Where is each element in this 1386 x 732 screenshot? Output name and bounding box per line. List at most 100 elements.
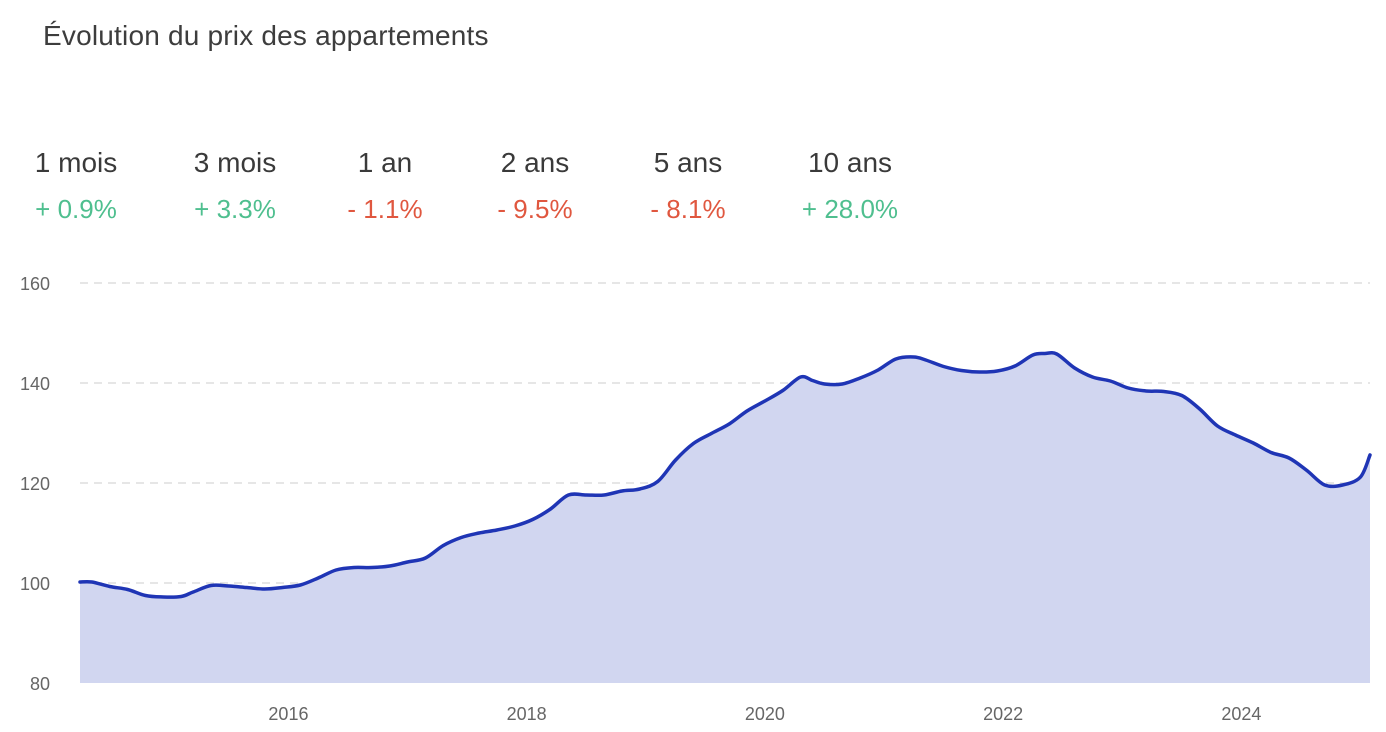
data-point <box>352 566 356 569</box>
stat-value: + 3.3% <box>194 194 276 224</box>
x-tick-label: 2024 <box>1221 704 1261 724</box>
data-point <box>245 586 249 589</box>
data-point <box>638 487 642 491</box>
data-point <box>691 442 695 445</box>
data-point <box>1216 424 1219 428</box>
data-point <box>1043 352 1047 355</box>
data-point <box>959 369 963 372</box>
data-point <box>549 507 552 511</box>
stat-label: 1 mois <box>34 147 118 178</box>
data-point <box>620 489 624 493</box>
y-tick-label: 100 <box>20 574 50 594</box>
data-point <box>1180 394 1184 397</box>
stat-value: - 9.5% <box>497 194 573 224</box>
data-point <box>1269 451 1273 454</box>
data-point <box>126 588 130 591</box>
data-point <box>1359 475 1362 479</box>
x-axis-ticks: 2016 2018 2020 2022 2024 <box>268 704 1261 724</box>
data-point <box>840 382 844 386</box>
data-point <box>942 365 946 368</box>
x-tick-label: 2018 <box>507 704 547 724</box>
data-point <box>459 536 463 539</box>
data-point <box>781 389 785 392</box>
data-point <box>1144 389 1148 393</box>
stat-value: + 0.9% <box>35 194 117 224</box>
stat-1-year: 1 an - 1.1% <box>305 146 465 226</box>
data-point <box>90 580 94 584</box>
chart-title: Évolution du prix des appartements <box>43 20 489 51</box>
stat-value: - 8.1% <box>650 194 726 224</box>
data-point <box>263 587 267 591</box>
stat-label: 5 ans <box>653 147 723 178</box>
data-point <box>727 422 731 426</box>
y-tick-label: 160 <box>20 274 50 294</box>
data-point <box>1341 483 1345 487</box>
data-point <box>161 595 165 599</box>
y-tick-label: 120 <box>20 474 50 494</box>
data-point <box>1031 353 1035 357</box>
data-point <box>316 576 320 580</box>
data-point <box>894 357 898 361</box>
data-point <box>1251 441 1255 445</box>
stat-3-months: 3 mois + 3.3% <box>155 146 315 226</box>
stat-5-years: 5 ans - 8.1% <box>608 146 768 226</box>
x-tick-label: 2016 <box>268 704 308 724</box>
stat-2-years: 2 ans - 9.5% <box>455 146 615 226</box>
x-tick-label: 2022 <box>983 704 1023 724</box>
data-point <box>602 493 606 497</box>
data-point <box>209 584 213 587</box>
stat-label: 1 an <box>357 147 413 178</box>
data-point <box>823 382 826 386</box>
data-point <box>108 585 112 588</box>
series-line <box>78 350 1372 599</box>
x-tick-label: 2020 <box>745 704 785 724</box>
data-point <box>674 458 678 462</box>
data-point <box>811 379 814 382</box>
data-point <box>1013 364 1017 368</box>
data-point <box>924 358 928 362</box>
stats-row: 1 mois + 0.9% 3 mois + 3.3% 1 an - 1.1% … <box>0 146 960 236</box>
stat-10-years: 10 ans + 28.0% <box>770 146 930 226</box>
data-point <box>584 493 588 497</box>
data-point <box>1323 483 1327 487</box>
data-point <box>191 590 195 594</box>
data-point <box>423 556 427 560</box>
stat-value: - 1.1% <box>347 194 423 224</box>
stat-label: 10 ans <box>807 147 893 178</box>
data-point <box>799 375 803 379</box>
data-point <box>441 544 445 547</box>
data-point <box>531 518 535 521</box>
data-point <box>179 595 183 598</box>
data-points <box>78 352 1372 599</box>
data-point <box>334 568 338 572</box>
data-point <box>144 594 147 597</box>
data-point <box>227 584 231 588</box>
data-point <box>1055 352 1059 356</box>
y-tick-label: 80 <box>30 674 50 694</box>
data-point <box>495 528 499 532</box>
data-point <box>513 524 517 528</box>
data-point <box>566 493 570 497</box>
area-fill <box>80 352 1370 683</box>
data-point <box>763 399 767 403</box>
data-point <box>977 370 981 374</box>
data-point <box>1162 390 1166 393</box>
y-axis-ticks: 80 100 120 140 160 <box>20 274 50 694</box>
data-point <box>656 480 660 483</box>
data-point <box>709 432 713 435</box>
y-tick-label: 140 <box>20 374 50 394</box>
data-point <box>1108 379 1112 383</box>
data-point <box>370 566 374 569</box>
stat-label: 2 ans <box>500 147 570 178</box>
data-point <box>406 560 410 564</box>
data-point <box>876 368 880 372</box>
data-point <box>1368 453 1372 457</box>
data-point <box>995 369 999 373</box>
data-point <box>281 586 284 589</box>
stat-value: + 28.0% <box>801 194 899 224</box>
data-point <box>858 376 862 380</box>
stat-1-month: 1 mois + 0.9% <box>0 146 156 226</box>
data-point <box>477 531 481 535</box>
data-point <box>1198 407 1202 411</box>
